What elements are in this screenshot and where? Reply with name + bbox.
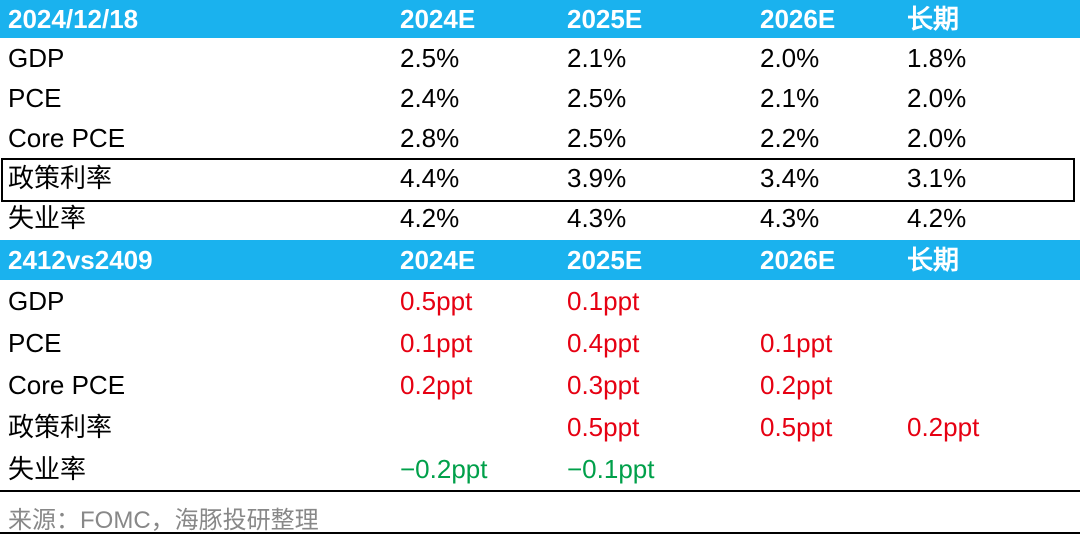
value-cell: 0.5ppt	[400, 286, 473, 316]
value-cell: 0.4ppt	[567, 328, 640, 358]
source-note: 来源：FOMC，海豚投研整理	[8, 507, 319, 534]
highlight-box	[1, 158, 1075, 202]
value-cell: 1.8%	[907, 43, 967, 73]
value-cell: 0.1ppt	[567, 286, 640, 316]
row-label: 政策利率	[8, 163, 113, 193]
value-cell: 2.1%	[760, 83, 820, 113]
row-label: 政策利率	[8, 412, 113, 442]
value-cell: −0.2ppt	[400, 454, 488, 484]
value-cell: 3.4%	[760, 163, 820, 193]
row-label: Core PCE	[8, 370, 126, 400]
value-cell: 4.3%	[567, 203, 627, 233]
header-cell: 2024/12/18	[8, 4, 139, 34]
rule	[0, 490, 1080, 492]
value-cell: 2.5%	[567, 83, 627, 113]
value-cell: 4.3%	[760, 203, 820, 233]
value-cell: −0.1ppt	[567, 454, 655, 484]
row-label: PCE	[8, 83, 62, 113]
row-label: GDP	[8, 43, 65, 73]
value-cell: 2.5%	[400, 43, 460, 73]
value-cell: 4.2%	[400, 203, 460, 233]
row-label: PCE	[8, 328, 62, 358]
rule	[0, 532, 1080, 534]
value-cell: 2.0%	[907, 123, 967, 153]
header-cell: 2024E	[400, 4, 476, 34]
row-label: GDP	[8, 286, 65, 316]
value-cell: 0.5ppt	[567, 412, 640, 442]
value-cell: 2.5%	[567, 123, 627, 153]
header-cell: 长期	[907, 4, 960, 34]
header-cell: 2412vs2409	[8, 245, 153, 275]
value-cell: 0.3ppt	[567, 370, 640, 400]
value-cell: 0.1ppt	[760, 328, 833, 358]
header-row: 2024/12/18 2024E 2025E 2026E 长期	[0, 0, 1080, 38]
value-cell: 0.2ppt	[760, 370, 833, 400]
value-cell: 3.9%	[567, 163, 627, 193]
value-cell: 2.1%	[567, 43, 627, 73]
value-cell: 2.4%	[400, 83, 460, 113]
value-cell: 3.1%	[907, 163, 967, 193]
header-cell: 2025E	[567, 245, 643, 275]
value-cell: 0.5ppt	[760, 412, 833, 442]
header-cell: 2026E	[760, 4, 836, 34]
row-label: 失业率	[8, 454, 87, 484]
value-cell: 4.2%	[907, 203, 967, 233]
value-cell: 2.8%	[400, 123, 460, 153]
header-row: 2412vs2409 2024E 2025E 2026E 长期	[0, 240, 1080, 280]
value-cell: 0.2ppt	[907, 412, 980, 442]
value-cell: 0.2ppt	[400, 370, 473, 400]
row-label: 失业率	[8, 203, 87, 233]
value-cell: 2.2%	[760, 123, 820, 153]
header-cell: 长期	[907, 245, 960, 275]
value-cell: 2.0%	[760, 43, 820, 73]
value-cell: 0.1ppt	[400, 328, 473, 358]
value-cell: 4.4%	[400, 163, 460, 193]
header-cell: 2024E	[400, 245, 476, 275]
value-cell: 2.0%	[907, 83, 967, 113]
header-cell: 2026E	[760, 245, 836, 275]
row-label: Core PCE	[8, 123, 126, 153]
header-cell: 2025E	[567, 4, 643, 34]
